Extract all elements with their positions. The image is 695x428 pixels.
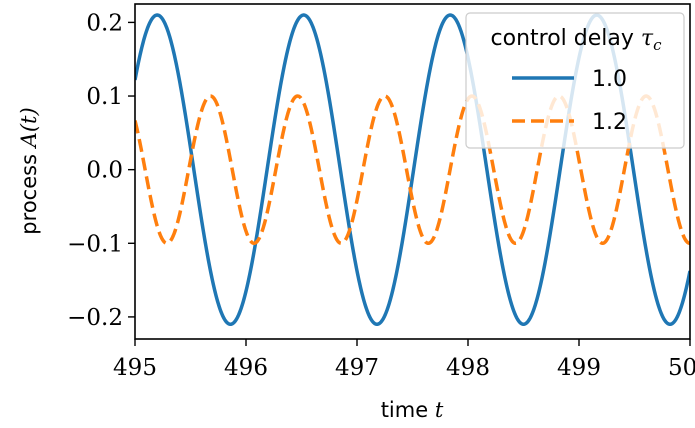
x-tick-label: 498 xyxy=(446,355,490,381)
plot-frame xyxy=(134,3,691,340)
x-axis-label-text: time xyxy=(381,398,428,422)
y-tick-label: −0.1 xyxy=(67,231,123,257)
legend: control delay τc 1.0 1.2 xyxy=(465,12,685,149)
y-tick-label: 0.0 xyxy=(86,158,123,184)
legend-title-sub: c xyxy=(653,36,662,54)
y-tick-label: 0.2 xyxy=(86,10,123,36)
x-tick-label: 497 xyxy=(335,355,379,381)
legend-label-series-1: 1.0 xyxy=(592,67,627,92)
y-axis: 0.2 0.1 0.0 −0.1 −0.2 xyxy=(67,10,135,331)
x-axis-label-var: t xyxy=(435,398,444,422)
legend-title-text: control delay xyxy=(491,26,634,51)
legend-label-series-2: 1.2 xyxy=(592,110,627,135)
legend-title-var: τ xyxy=(641,26,654,51)
y-axis-label: process A(t) xyxy=(17,107,41,234)
x-tick-label: 495 xyxy=(113,355,157,381)
legend-title: control delay τc xyxy=(491,26,663,54)
x-axis-label: time t xyxy=(381,398,444,422)
legend-box xyxy=(465,12,685,149)
x-tick-label: 500 xyxy=(668,355,695,381)
x-tick-label: 496 xyxy=(224,355,268,381)
x-tick-label: 499 xyxy=(557,355,601,381)
x-axis: 495 496 497 498 499 500 xyxy=(113,339,695,381)
y-axis-label-text: process xyxy=(17,154,41,235)
y-tick-label: −0.2 xyxy=(67,305,123,331)
y-axis-label-var: A(t) xyxy=(17,107,41,149)
y-tick-label: 0.1 xyxy=(86,84,123,110)
